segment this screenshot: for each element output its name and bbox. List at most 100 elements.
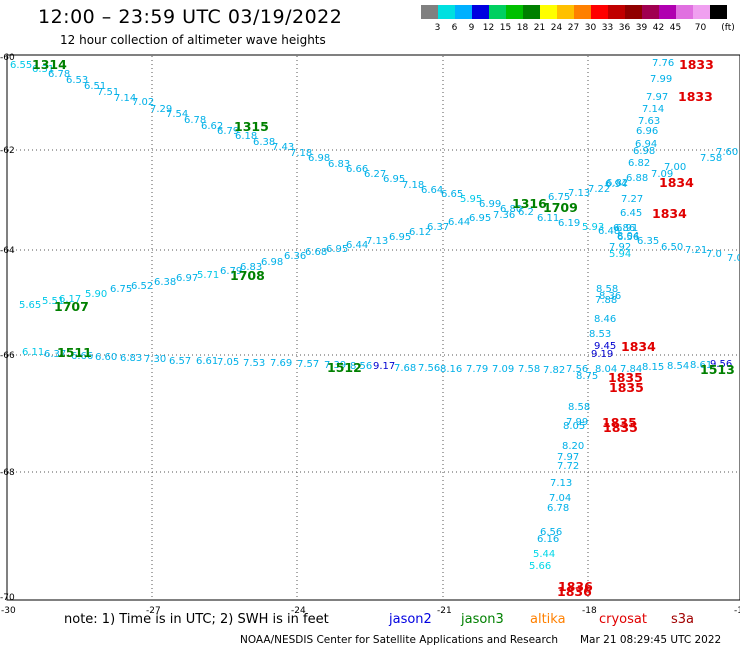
- wave-height-label: 6.31: [32, 64, 54, 75]
- wave-height-label: 6.88: [626, 173, 648, 184]
- wave-height-label: 6.37: [44, 349, 66, 360]
- wave-height-label: 6.56: [617, 232, 639, 243]
- scale-swatch: [659, 5, 676, 19]
- wave-height-label: 6.60: [95, 352, 117, 363]
- wave-height-label: 6.44: [346, 240, 368, 251]
- scale-label: 45: [669, 23, 682, 33]
- wave-height-label: 7.18: [290, 148, 312, 159]
- wave-height-label: 9.17: [373, 361, 395, 372]
- wave-height-label: 6.95: [469, 213, 491, 224]
- wave-height-label: 6.99: [479, 199, 501, 210]
- wave-height-label: 8.58: [568, 402, 590, 413]
- track-time-label: 1512: [327, 360, 362, 375]
- footer-credit: NOAA/NESDIS Center for Satellite Applica…: [240, 634, 558, 646]
- wave-height-label: 7.36: [493, 210, 515, 221]
- wave-height-label: 6.65: [441, 189, 463, 200]
- scale-swatch: [489, 5, 506, 19]
- wave-height-label: 8.58: [596, 284, 618, 295]
- track-time-label: 1836: [557, 584, 592, 599]
- wave-height-label: 7.72: [557, 461, 579, 472]
- wave-height-label: 8.56: [350, 361, 372, 372]
- wave-height-label: 8.16: [440, 364, 462, 375]
- wave-height-label: 7.09: [651, 169, 673, 180]
- wave-height-label: 6.83: [240, 262, 262, 273]
- scale-swatch: [591, 5, 608, 19]
- wave-height-label: 6.94: [605, 179, 627, 190]
- wave-height-label: 6.80: [500, 204, 522, 215]
- wave-height-label: 6.95: [326, 244, 348, 255]
- wave-height-label: 6.17: [59, 294, 81, 305]
- wave-height-label: 7.14: [114, 93, 136, 104]
- map-frame: [6, 54, 740, 601]
- scale-label: 36: [618, 23, 631, 33]
- track-time-label: 1834: [621, 339, 656, 354]
- wave-height-label: 7.84: [620, 364, 642, 375]
- wave-height-label: 6.56: [540, 527, 562, 538]
- wave-height-label: 6.82: [606, 178, 628, 189]
- scale-swatch: [455, 5, 472, 19]
- wave-height-label: 6.79: [220, 266, 242, 277]
- track-time-label: 1833: [678, 89, 713, 104]
- legend-s3a: s3a: [671, 612, 695, 627]
- wave-height-label: 7.05: [217, 357, 239, 368]
- wave-height-label: 7.58: [700, 153, 722, 164]
- wave-height-label: 7.54: [166, 109, 188, 120]
- wave-height-label: 6.82: [628, 158, 650, 169]
- wave-height-label: 6.83: [120, 353, 142, 364]
- wave-height-label: 6.62: [201, 121, 223, 132]
- wave-height-label: 6.52: [131, 281, 153, 292]
- scale-label: 27: [567, 23, 580, 33]
- wave-height-label: 7.13: [568, 188, 590, 199]
- wave-height-label: 7.76: [652, 58, 674, 69]
- lat-label: -68: [0, 468, 15, 478]
- wave-height-label: 6.35: [637, 236, 659, 247]
- track-time-label: 1316: [512, 196, 547, 211]
- scale-swatch: [540, 5, 557, 19]
- wave-height-label: 6.96: [636, 126, 658, 137]
- wave-height-label: 6.45: [620, 208, 642, 219]
- wave-height-label: 8.54: [667, 361, 689, 372]
- wave-height-label: 7.04: [549, 493, 571, 504]
- wave-height-label: 6.95: [389, 232, 411, 243]
- wave-height-label: 7.13: [366, 236, 388, 247]
- wave-height-label: 6.55: [10, 60, 32, 71]
- wave-height-label: 8.46: [594, 314, 616, 325]
- track-time-label: 1835: [602, 415, 637, 430]
- lat-label: -66: [0, 351, 15, 361]
- scale-swatch: [557, 5, 574, 19]
- wave-height-label: 7.99: [566, 417, 588, 428]
- scale-swatch: [608, 5, 625, 19]
- wave-height-label: 6.97: [176, 273, 198, 284]
- scale-swatch: [676, 5, 693, 19]
- wave-height-label: 8.15: [642, 362, 664, 373]
- wave-height-label: 8.20: [562, 441, 584, 452]
- wave-height-label: 6.11: [537, 213, 559, 224]
- wave-height-label: 5.95: [460, 194, 482, 205]
- wave-height-label: 8.53: [589, 329, 611, 340]
- wave-height-label: 6.36: [284, 251, 306, 262]
- lon-label: -18: [582, 606, 597, 616]
- track-time-label: 1833: [679, 57, 714, 72]
- wave-height-label: 7.92: [609, 242, 631, 253]
- wave-height-label: 6.2: [518, 207, 534, 218]
- track-time-label: 1513: [700, 362, 735, 377]
- wave-height-label: 9.19: [591, 349, 613, 360]
- track-time-label: 1835: [609, 380, 644, 395]
- lon-label: -21: [437, 606, 452, 616]
- wave-height-label: 6.83: [328, 159, 350, 170]
- wave-height-label: 7.13: [550, 478, 572, 489]
- scale-label: 6: [451, 23, 458, 33]
- scale-swatch: [574, 5, 591, 19]
- wave-height-label: 7.22: [588, 184, 610, 195]
- track-time-label: 1835: [608, 370, 643, 385]
- wave-height-label: 6.78: [48, 69, 70, 80]
- track-time-label: 1511: [57, 345, 92, 360]
- track-time-label: 1314: [32, 57, 67, 72]
- track-time-label: 1707: [54, 299, 89, 314]
- wave-height-label: 7.30: [144, 354, 166, 365]
- wave-height-label: 5.65: [19, 300, 41, 311]
- track-time-label: 1708: [230, 268, 265, 283]
- wave-height-label: 6.94: [635, 139, 657, 150]
- wave-height-label: 9.45: [594, 341, 616, 352]
